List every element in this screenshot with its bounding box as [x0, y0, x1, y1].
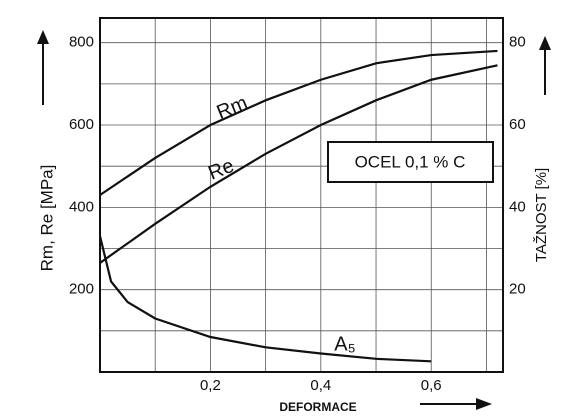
y2-arrow	[539, 36, 551, 95]
x-tick-label: 0,6	[421, 377, 442, 394]
y2-tick-label: 20	[509, 281, 526, 298]
annotation-box	[327, 141, 494, 183]
line-series	[99, 64, 498, 264]
y-tick-label: 200	[69, 281, 94, 298]
y-tick-label: 400	[69, 198, 94, 215]
y2-tick-label: 40	[509, 198, 526, 215]
x-tick-label: 0,4	[310, 377, 331, 394]
plot-frame	[99, 17, 504, 373]
line-series	[98, 235, 432, 363]
x-axis-label: DEFORMACE	[279, 400, 356, 414]
y-axis-label: Rm, Re [MPa]	[37, 165, 56, 272]
x-tick-label: 0,2	[200, 377, 221, 394]
annotation: OCEL 0,1 % C	[355, 152, 466, 171]
y-tick-label: 600	[69, 116, 94, 133]
y-arrow	[37, 30, 49, 105]
line-series	[99, 49, 498, 196]
x-arrow	[420, 398, 492, 410]
y-tick-label: 800	[69, 34, 94, 51]
series-label: Re	[205, 155, 237, 185]
series-label: Rm	[214, 92, 251, 124]
y2-axis-label: TAŽNOST [%]	[533, 168, 550, 262]
y2-tick-label: 60	[509, 116, 526, 133]
y2-tick-label: 80	[509, 34, 526, 51]
series-label: A₅	[334, 333, 355, 355]
